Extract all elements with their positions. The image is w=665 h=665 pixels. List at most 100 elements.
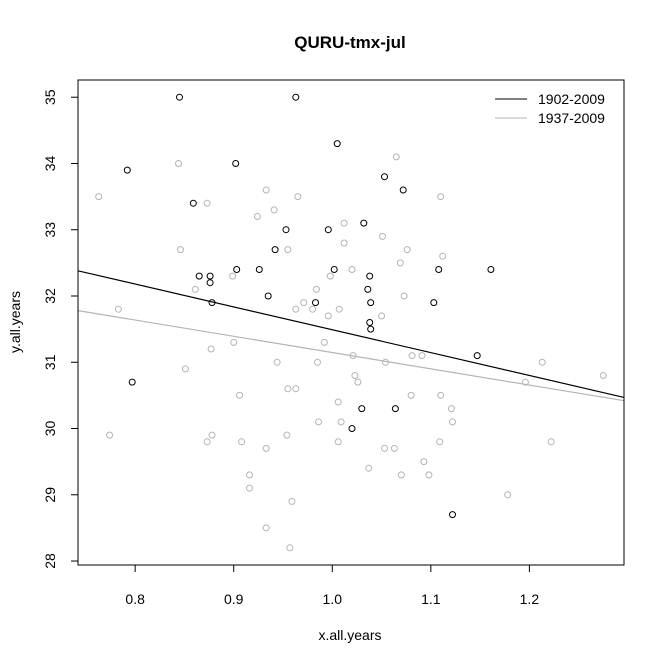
point-1937-2009-46	[599, 372, 607, 379]
point-1937-2009-65	[262, 444, 270, 452]
point-1937-2009-68	[420, 458, 428, 466]
point-1937-2009-60	[390, 444, 398, 452]
point-1937-2009-62	[547, 438, 555, 446]
point-1937-2009-9	[437, 193, 445, 201]
point-1937-2009-22	[300, 299, 308, 307]
point-1902-2009-5	[381, 173, 388, 181]
point-1937-2009-36	[314, 358, 321, 366]
point-1937-2009-20	[191, 285, 199, 293]
point-1937-2009-3	[203, 199, 211, 207]
point-1937-2009-5	[270, 206, 278, 214]
x-tick-label-2: 1.0	[323, 591, 343, 607]
point-1902-2009-13	[206, 272, 214, 280]
point-1902-2009-15	[233, 266, 241, 273]
point-1937-2009-57	[283, 431, 291, 439]
point-1937-2009-18	[326, 272, 334, 280]
point-1937-2009-59	[381, 444, 388, 452]
point-1937-2009-10	[177, 246, 184, 254]
x-axis-label: x.all.years	[318, 627, 381, 643]
point-1937-2009-8	[340, 219, 348, 227]
point-1937-2009-21	[313, 285, 320, 293]
y-axis: 28 29 30 31 32 33 34 35	[42, 89, 78, 569]
point-1937-2009-35	[418, 352, 426, 360]
point-1902-2009-10	[360, 219, 368, 227]
point-1902-2009-24	[364, 285, 372, 293]
chart-title: QURU-tmx-jul	[294, 33, 405, 52]
point-1902-2009-8	[282, 226, 290, 234]
point-1902-2009-29	[473, 352, 481, 360]
point-1937-2009-53	[106, 431, 113, 439]
point-1937-2009-27	[400, 292, 408, 300]
plot-frame	[77, 79, 625, 566]
point-1937-2009-23	[292, 305, 300, 313]
point-1937-2009-66	[365, 464, 373, 472]
point-1902-2009-12	[195, 272, 203, 280]
point-1937-2009-25	[335, 305, 343, 313]
point-1937-2009-48	[284, 385, 292, 393]
point-1937-2009-43	[437, 391, 445, 399]
point-1937-2009-47	[236, 391, 244, 399]
fit-line-1937-2009	[77, 310, 625, 402]
x-tick-label-3: 1.1	[421, 591, 441, 607]
x-tick-label-1: 0.9	[224, 591, 244, 607]
y-tick-label-1: 29	[42, 487, 58, 503]
point-1937-2009-31	[230, 338, 238, 346]
point-1902-2009-7	[189, 199, 197, 207]
y-tick-label-0: 28	[42, 553, 58, 569]
point-1937-2009-32	[320, 338, 328, 346]
y-tick-label-2: 30	[42, 421, 58, 437]
point-1937-2009-4	[262, 186, 270, 194]
point-1937-2009-63	[315, 418, 322, 426]
legend-label-1902-2009: 1902-2009	[538, 91, 605, 107]
point-1902-2009-27	[366, 319, 374, 326]
point-1902-2009-20	[487, 266, 495, 273]
legend: 1902-2009 1937-2009	[495, 91, 605, 126]
point-1937-2009-72	[288, 497, 296, 505]
point-1902-2009-3	[333, 140, 341, 148]
point-1937-2009-13	[379, 232, 386, 240]
point-1937-2009-37	[382, 358, 389, 366]
point-1937-2009-7	[294, 193, 302, 201]
fit-lines-layer	[77, 270, 625, 402]
point-1902-2009-16	[255, 266, 263, 273]
point-1902-2009-28	[367, 325, 375, 333]
point-1937-2009-39	[181, 365, 189, 373]
point-1937-2009-38	[273, 358, 281, 366]
point-1937-2009-55	[208, 431, 216, 439]
point-1937-2009-1	[175, 160, 182, 167]
legend-label-1937-2009: 1937-2009	[538, 110, 605, 126]
point-1937-2009-74	[262, 524, 270, 532]
y-tick-label-7: 35	[42, 89, 58, 105]
points-layer	[95, 93, 607, 552]
point-1902-2009-9	[324, 226, 332, 234]
point-1937-2009-11	[284, 246, 292, 254]
point-1902-2009-26	[430, 299, 438, 307]
point-1902-2009-6	[399, 186, 407, 194]
point-1902-2009-1	[292, 93, 300, 101]
point-1902-2009-2	[123, 166, 131, 174]
point-1902-2009-19	[435, 266, 443, 273]
point-1937-2009-30	[207, 345, 215, 353]
point-1937-2009-28	[114, 305, 122, 313]
y-tick-label-6: 34	[42, 156, 58, 172]
point-1937-2009-51	[448, 405, 455, 413]
point-1937-2009-14	[403, 246, 411, 254]
y-tick-label-3: 31	[42, 354, 58, 370]
point-1902-2009-21	[264, 292, 272, 300]
point-1937-2009-6	[253, 213, 261, 220]
point-1937-2009-50	[334, 398, 342, 406]
point-1937-2009-16	[439, 252, 447, 260]
point-1937-2009-15	[396, 259, 404, 267]
point-1937-2009-69	[425, 471, 433, 479]
point-1937-2009-2	[392, 153, 400, 161]
point-1937-2009-26	[378, 312, 386, 320]
point-1937-2009-73	[504, 491, 512, 499]
point-1937-2009-19	[348, 266, 356, 273]
point-1902-2009-18	[366, 272, 374, 280]
point-1902-2009-0	[176, 93, 183, 101]
point-1902-2009-11	[271, 246, 279, 254]
point-1937-2009-0	[95, 193, 103, 201]
point-1937-2009-71	[246, 484, 253, 492]
point-1902-2009-30	[128, 378, 136, 386]
